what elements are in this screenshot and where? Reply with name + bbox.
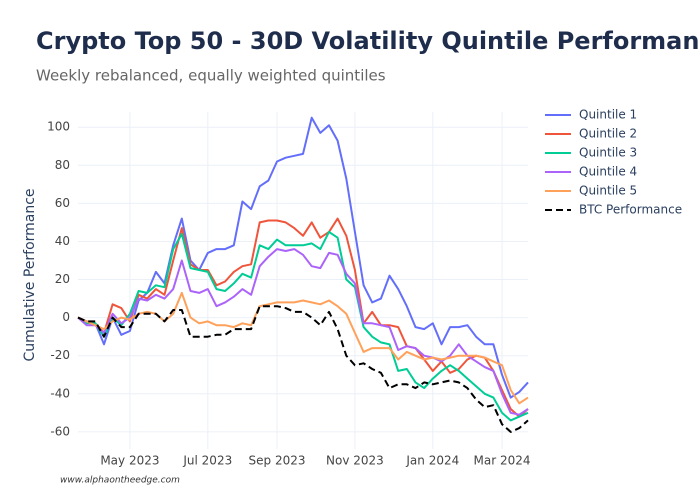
legend-label: BTC Performance bbox=[579, 203, 682, 217]
source: www.alphaontheedge.com bbox=[60, 476, 180, 486]
series-line bbox=[77, 291, 529, 405]
legend-label: Quintile 4 bbox=[579, 165, 637, 179]
x-tick-label: Mar 2024 bbox=[474, 454, 531, 468]
y-axis-label: Cumulative Performance bbox=[22, 188, 38, 361]
y-tick-label: 40 bbox=[55, 234, 70, 248]
x-tick-label: Nov 2023 bbox=[326, 454, 384, 468]
x-tick-label: Jan 2024 bbox=[405, 454, 459, 468]
y-tick-label: 60 bbox=[55, 196, 70, 210]
series-line bbox=[77, 217, 529, 418]
chart-title: Crypto Top 50 - 30D Volatility Quintile … bbox=[36, 27, 700, 55]
y-tick-label: 80 bbox=[55, 158, 70, 172]
y-tick-label: -60 bbox=[50, 424, 70, 438]
x-tick-label: May 2023 bbox=[100, 454, 159, 468]
y-tick-label: 100 bbox=[47, 120, 70, 134]
series-line bbox=[77, 305, 529, 433]
x-tick-label: Sep 2023 bbox=[249, 454, 306, 468]
series-line bbox=[77, 248, 529, 416]
y-tick-label: 0 bbox=[62, 310, 70, 324]
legend-label: Quintile 5 bbox=[579, 184, 637, 198]
legend-label: Quintile 3 bbox=[579, 146, 637, 160]
legend-label: Quintile 1 bbox=[579, 108, 637, 122]
y-tick-label: -40 bbox=[50, 386, 70, 400]
x-tick-label: Jul 2023 bbox=[182, 454, 232, 468]
series-line bbox=[77, 230, 529, 422]
chart-subtitle: Weekly rebalanced, equally weighted quin… bbox=[36, 67, 386, 85]
y-tick-label: -20 bbox=[50, 348, 70, 362]
legend-label: Quintile 2 bbox=[579, 127, 637, 141]
series-line bbox=[77, 116, 529, 399]
y-tick-label: 20 bbox=[55, 272, 70, 286]
